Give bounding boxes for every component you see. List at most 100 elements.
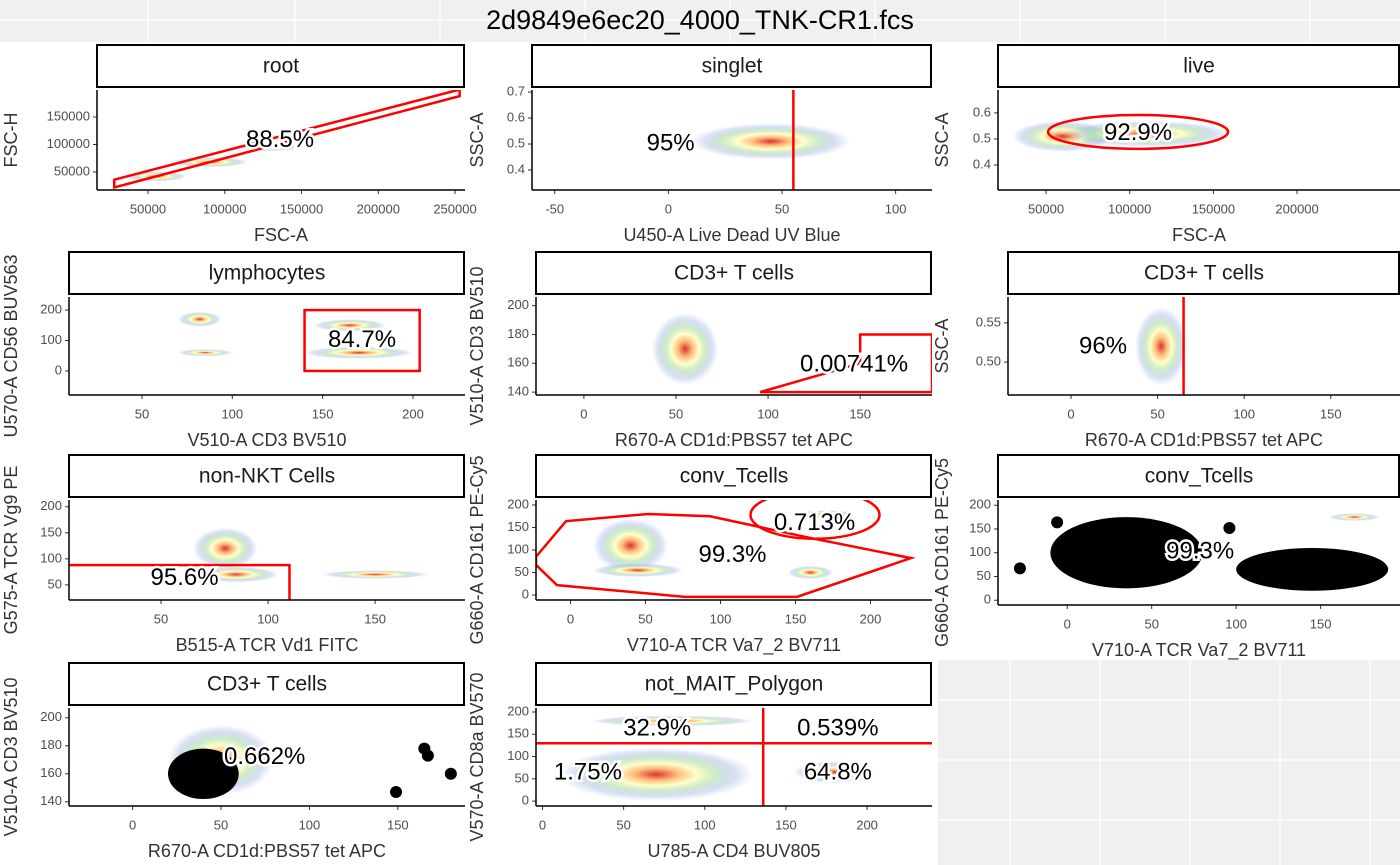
density-cluster	[794, 761, 876, 784]
x-tick-label: 100	[710, 611, 732, 626]
y-tick-label: 140	[40, 793, 62, 808]
y-tick-label: 0.50	[976, 354, 1001, 369]
x-tick-label: 200	[402, 406, 424, 421]
x-tick-label: 150	[849, 406, 871, 421]
y-axis-title: G660-A CD161 PE-Cy5	[467, 455, 487, 644]
figure-title: 2d9849e6ec20_4000_TNK-CR1.fcs	[486, 5, 914, 35]
panel: conv_Tcells 0 50 100 150 0 50 100 150 200 99.3% V71…	[932, 454, 1400, 661]
y-tick-label: 0.7	[507, 84, 525, 99]
x-tick-label: 200	[856, 817, 878, 832]
gate	[759, 333, 932, 394]
x-tick-label: 50	[669, 406, 683, 421]
y-tick-label: 0	[522, 793, 529, 808]
density-cluster	[558, 747, 754, 802]
y-tick-label: 150000	[47, 108, 90, 123]
x-tick-label: 100	[694, 817, 716, 832]
x-tick-label: 50000	[1028, 201, 1064, 216]
plot-area	[536, 500, 916, 599]
y-tick-label: 0.4	[507, 161, 525, 176]
strip-title: CD3+ T cells	[1144, 262, 1264, 285]
y-tick-label: 150	[507, 726, 529, 741]
x-tick-label: 50000	[130, 201, 166, 216]
strip-title: lymphocytes	[209, 262, 326, 285]
gate-label: 0.662%	[224, 743, 305, 770]
gate-label: 0.713%	[774, 509, 855, 536]
y-tick-label: 200	[507, 496, 529, 511]
y-tick-label: 0.55	[976, 314, 1001, 329]
point	[390, 786, 403, 798]
y-tick-label: 50000	[54, 163, 90, 178]
density-cluster	[795, 510, 856, 518]
density-cluster	[313, 319, 386, 332]
plot-area	[691, 90, 851, 190]
y-axis-title: V510-A CD3 BV510	[467, 266, 487, 425]
x-tick-label: 100	[1233, 406, 1255, 421]
gate	[69, 563, 291, 600]
x-tick-label: 150	[1320, 406, 1342, 421]
empty-cell	[938, 660, 1400, 865]
panel: root 50000 100000 150000 200000 250000 50000 10…	[1, 44, 477, 245]
x-axis-title: R670-A CD1d:PBS57 tet APC	[615, 430, 853, 450]
x-tick-label: 200	[860, 611, 882, 626]
y-axis-title: SSC-A	[932, 112, 952, 167]
strip-title: CD3+ T cells	[674, 262, 794, 285]
gate-label: 1.75%	[554, 758, 622, 785]
y-tick-label: 0	[984, 592, 991, 607]
density-cluster	[788, 565, 833, 580]
panel: CD3+ T cells 0 50 100 150 140 160 180 200 0.00741…	[467, 251, 932, 450]
panel: lymphocytes 50 100 150 200 0 100 200 84.7% V510-A…	[1, 251, 465, 450]
strip-title: live	[1183, 55, 1215, 78]
strip-title: CD3+ T cells	[207, 673, 327, 696]
x-tick-label: 100	[299, 817, 321, 832]
gate-label: 99.3%	[1166, 538, 1234, 565]
gate-label: 64.8%	[804, 758, 872, 785]
point	[1223, 522, 1236, 535]
strip	[68, 454, 465, 498]
x-axis-title: V710-A TCR Va7_2 BV711	[627, 635, 841, 656]
y-tick-label: 150	[40, 524, 62, 539]
x-tick-label: 250000	[433, 201, 476, 216]
y-axis-title: G575-A TCR Vg9 PE	[1, 466, 21, 635]
x-tick-label: 200000	[357, 201, 400, 216]
plot-area	[652, 312, 932, 394]
gate-label: 92.9%	[1104, 119, 1172, 146]
x-tick-label: 150	[364, 611, 386, 626]
strip-title: conv_Tcells	[1145, 465, 1254, 488]
x-tick-label: 150000	[280, 201, 323, 216]
y-tick-label: 0.5	[507, 135, 525, 150]
x-tick-label: 150	[775, 817, 797, 832]
empty-grid	[938, 660, 1400, 865]
density-cluster	[321, 570, 429, 579]
panel: live 50000 100000 150000 200000 0.4 0.5 0.6 92.9…	[932, 44, 1400, 245]
gate	[303, 308, 421, 373]
x-tick-label: 50	[638, 611, 652, 626]
gate-label: 88.5%	[246, 126, 314, 153]
point	[1013, 562, 1026, 575]
point	[444, 767, 457, 780]
density-cluster	[1050, 517, 1203, 589]
x-tick-label: 50	[135, 406, 149, 421]
plot-area	[168, 724, 457, 799]
x-tick-label: 0	[129, 817, 136, 832]
x-axis-title: V510-A CD3 BV510	[187, 430, 346, 450]
point	[1051, 516, 1064, 529]
y-tick-label: 160	[507, 355, 529, 370]
x-tick-label: 0	[580, 406, 587, 421]
y-tick-label: 100	[507, 748, 529, 763]
y-axis-title: V510-A CD3 BV510	[1, 677, 21, 836]
y-axis-title: FSC-H	[1, 113, 21, 168]
plot-area	[1012, 113, 1231, 152]
strip-title: singlet	[702, 55, 763, 78]
x-axis-title: R670-A CD1d:PBS57 tet APC	[148, 841, 386, 861]
y-tick-label: 140	[507, 384, 529, 399]
strip-title: not_MAIT_Polygon	[645, 673, 824, 696]
y-tick-label: 100	[969, 544, 991, 559]
y-tick-label: 50	[48, 576, 62, 591]
strip	[997, 454, 1400, 498]
x-tick-label: 100	[257, 611, 279, 626]
y-tick-label: 100000	[47, 136, 90, 151]
x-tick-label: 150000	[1192, 201, 1235, 216]
x-axis-title: U785-A CD4 BUV805	[647, 841, 820, 861]
x-tick-label: 50	[154, 611, 168, 626]
